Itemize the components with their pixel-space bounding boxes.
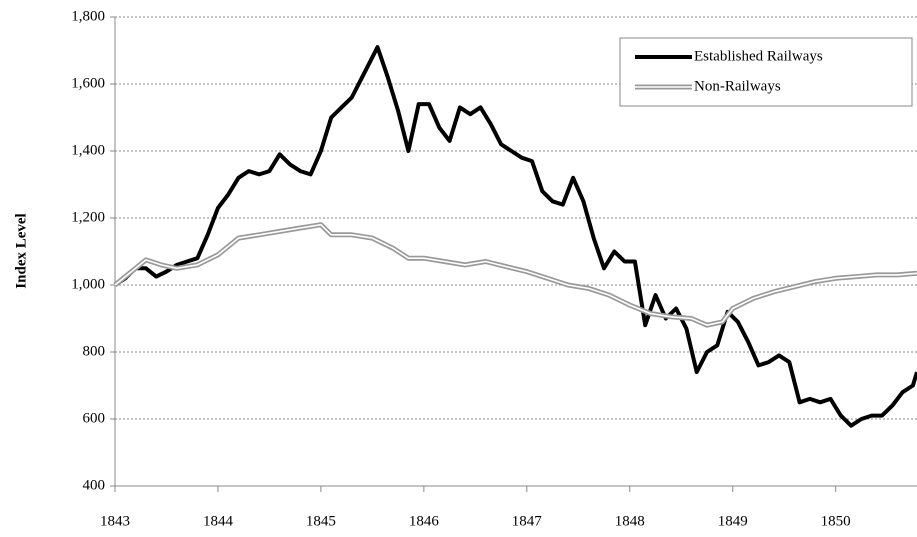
y-tick-label: 1,400 [71,142,105,158]
y-tick-label: 600 [83,410,106,426]
x-tick-label: 1845 [306,513,336,529]
x-tick-label: 1849 [718,513,748,529]
y-tick-label: 400 [83,477,106,493]
x-tick-label: 1844 [203,513,234,529]
y-axis-label: Index Level [13,213,29,288]
x-tick-label: 1846 [409,513,440,529]
y-tick-label: 1,200 [71,209,105,225]
x-tick-label: 1848 [615,513,645,529]
x-tick-label: 1850 [821,513,851,529]
y-tick-label: 1,600 [71,75,105,91]
legend-label: Non-Railways [694,78,781,94]
x-tick-label: 1847 [512,513,543,529]
legend-label: Established Railways [694,48,823,64]
y-tick-label: 1,000 [71,276,105,292]
x-tick-label: 1843 [100,513,130,529]
y-tick-label: 800 [83,343,106,359]
series-line [113,45,917,428]
y-tick-label: 1,800 [71,8,105,24]
legend-box [619,37,913,107]
series-line-inner [114,223,917,326]
